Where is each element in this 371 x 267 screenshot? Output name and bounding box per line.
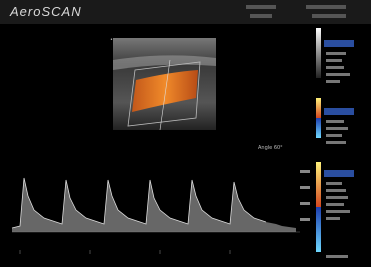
info-text	[250, 14, 272, 18]
panel-header	[324, 170, 354, 177]
panel-header	[324, 108, 354, 115]
ultrasound-screen: AeroSCAN • Angle 60°	[0, 0, 371, 267]
info-text	[246, 5, 276, 9]
info-text	[306, 5, 346, 9]
gray-bar	[316, 28, 321, 78]
brand: AeroSCAN	[9, 4, 82, 19]
info-text	[312, 14, 346, 18]
angle-label: Angle 60°	[258, 145, 283, 151]
doppler-scale	[316, 162, 321, 252]
marker: •	[110, 37, 113, 43]
panel-header	[324, 40, 354, 47]
color-scale	[316, 98, 321, 138]
